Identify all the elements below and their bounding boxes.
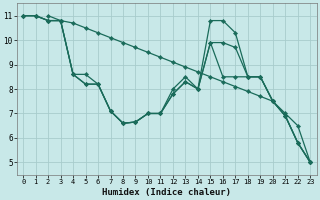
X-axis label: Humidex (Indice chaleur): Humidex (Indice chaleur): [102, 188, 231, 197]
